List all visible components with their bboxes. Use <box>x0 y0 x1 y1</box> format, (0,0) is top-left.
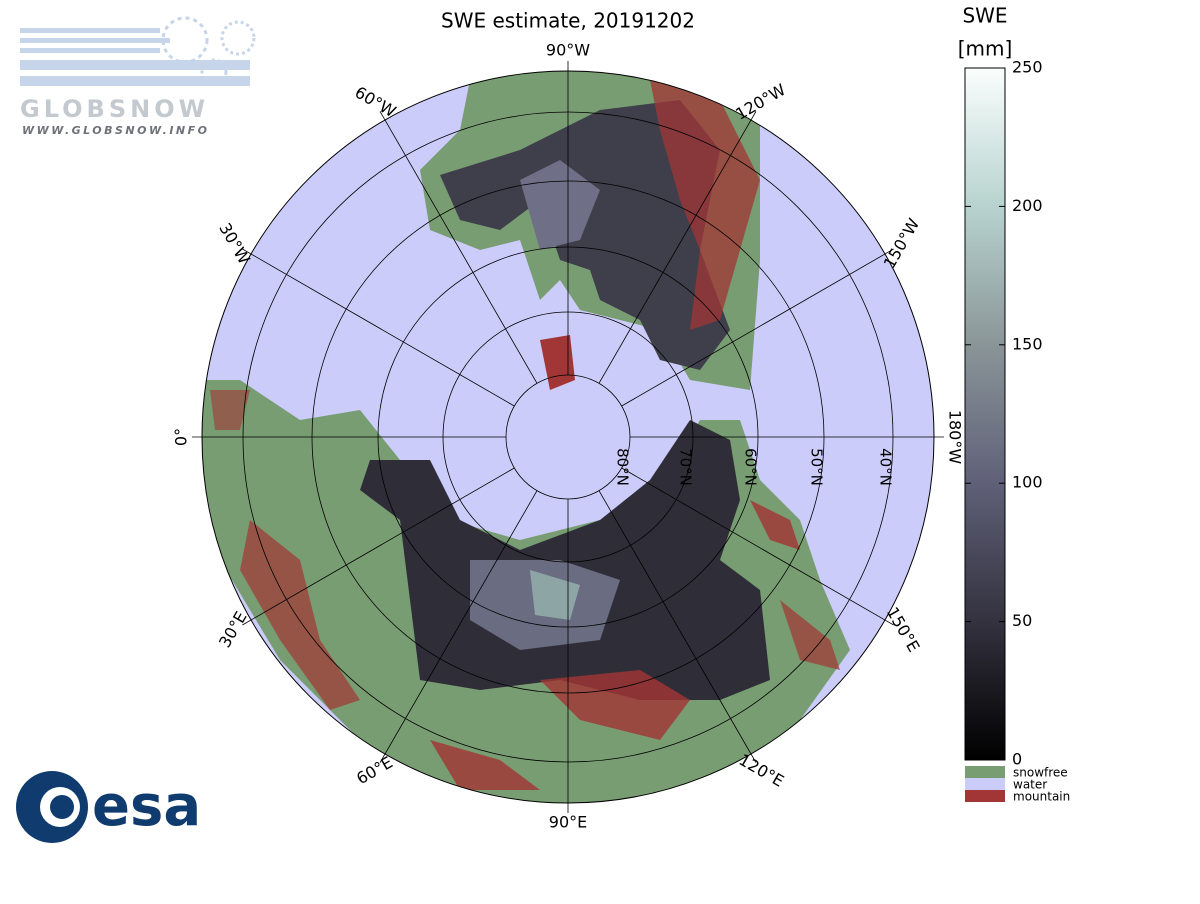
meridian <box>242 467 515 626</box>
colorbar-tick-label: 0 <box>1012 750 1022 769</box>
latitude-label: 50°N <box>808 448 826 486</box>
colorbar-unit: [mm] <box>958 37 1013 61</box>
latitude-label: 60°N <box>742 448 760 486</box>
longitude-label: 180°W <box>946 410 965 465</box>
colorbar-tick-label: 150 <box>1012 334 1043 353</box>
longitude-label: 150°W <box>880 215 924 272</box>
longitude-label: 120°W <box>732 80 789 124</box>
globsnow-logo: GLOBSNOW WWW.GLOBSNOW.INFO <box>20 16 256 137</box>
latitude-label: 80°N <box>614 448 632 486</box>
meridian <box>242 248 515 407</box>
longitude-label: 30°E <box>215 608 251 651</box>
globsnow-text: GLOBSNOW <box>20 95 209 123</box>
latitude-label: 40°N <box>877 448 895 486</box>
longitude-label: 90°E <box>549 813 587 832</box>
colorbar-title: SWE <box>962 4 1007 28</box>
globsnow-url: WWW.GLOBSNOW.INFO <box>22 124 210 137</box>
longitude-label: 60°E <box>353 753 396 789</box>
colorbar-tick-label: 100 <box>1012 473 1043 492</box>
class-swatch <box>965 766 1005 778</box>
map <box>202 71 934 803</box>
longitude-label: 150°E <box>883 604 924 656</box>
meridian <box>598 490 757 763</box>
class-swatch <box>965 790 1005 802</box>
esa-logo: esa <box>16 771 201 843</box>
colorbar-tick-label: 200 <box>1012 196 1043 215</box>
class-label: snowfree <box>1013 766 1068 780</box>
meridian <box>621 467 894 626</box>
meridian <box>379 490 538 763</box>
colorbar <box>964 67 1006 761</box>
colorbar-tick-label: 50 <box>1012 611 1032 630</box>
longitude-label: 90°W <box>546 41 590 60</box>
title: SWE estimate, 20191202 <box>441 9 695 33</box>
longitude-label: 30°W <box>215 220 254 268</box>
class-swatch <box>965 778 1005 790</box>
meridian <box>379 111 538 384</box>
class-label: mountain <box>1013 790 1070 804</box>
meridian <box>598 111 757 384</box>
esa-text: esa <box>92 774 201 839</box>
colorbar-tick-label: 250 <box>1012 58 1043 77</box>
longitude-label: 120°E <box>736 750 788 791</box>
latitude-label: 70°N <box>677 448 695 486</box>
class-label: water <box>1013 778 1047 792</box>
meridian <box>621 248 894 407</box>
map-border <box>201 70 935 804</box>
longitude-label: 0° <box>172 428 191 446</box>
